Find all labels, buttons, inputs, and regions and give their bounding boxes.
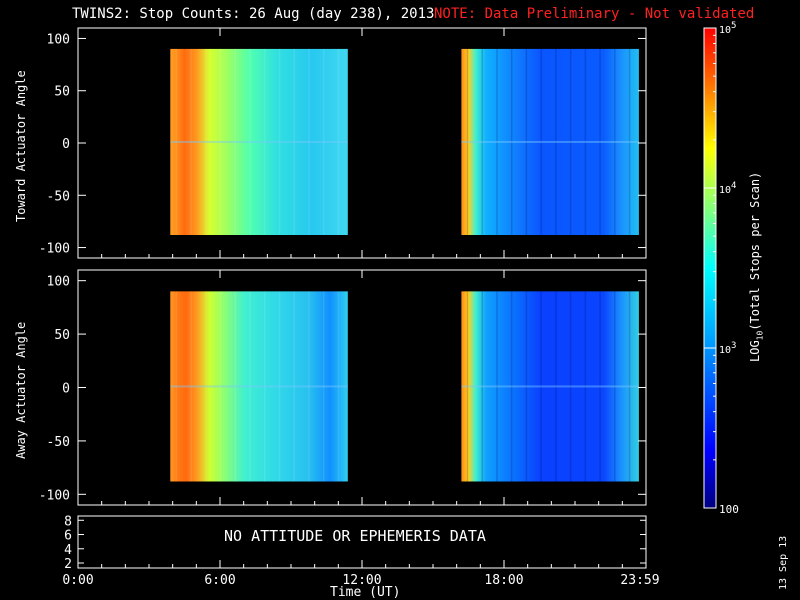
panel1-ytick-label: -50 [47, 189, 70, 204]
panel1-streak [496, 48, 498, 236]
panel1-ytick-label: 100 [47, 32, 70, 47]
panel1-streak [249, 48, 251, 236]
panel1-streak [234, 48, 237, 236]
panel2-streak [278, 291, 281, 482]
panel2-streak [234, 291, 237, 482]
panel2-streak [322, 291, 325, 482]
panel1-ytick-label: 0 [62, 137, 70, 152]
panel2-streak [293, 291, 295, 482]
panel1-ylabel: Toward Actuator Angle [14, 70, 28, 222]
panel2-streak [510, 291, 513, 482]
panel2-ytick-label: 0 [62, 382, 70, 397]
panel2-streak [190, 291, 192, 482]
panel2-streak [599, 291, 601, 482]
panel1-streak [569, 48, 572, 236]
panel1-streak [555, 48, 557, 236]
panel2-data-segment [170, 291, 348, 482]
panel2-streak [337, 291, 340, 482]
panel2-ytick-label: 50 [54, 328, 70, 343]
preliminary-note: NOTE: Data Preliminary - Not validated [434, 6, 755, 22]
x-tick-label: 0:00 [62, 573, 93, 588]
no-attitude-message: NO ATTITUDE OR EPHEMERIS DATA [224, 527, 486, 545]
colorbar-tick-label: 100 [719, 503, 739, 516]
panel3-ytick-label: 8 [64, 514, 72, 529]
panel2-streak [496, 291, 498, 482]
panel2-streak [540, 291, 542, 482]
panel3-ytick-label: 6 [64, 529, 72, 544]
panel1-streak [190, 48, 192, 236]
panel2-ytick-label: 100 [47, 275, 70, 290]
panel1-streak [599, 48, 601, 236]
panel2-ytick-label: -50 [47, 435, 70, 450]
panel1-streak [466, 48, 469, 236]
date-stamp: 13 Sep 13 [778, 535, 789, 590]
panel2-streak [569, 291, 572, 482]
panel2-streak [481, 291, 483, 482]
x-axis-label: Time (UT) [330, 585, 401, 600]
x-tick-label: 23:59 [620, 573, 659, 588]
plot-title: TWINS2: Stop Counts: 26 Aug (day 238), 2… [72, 6, 435, 22]
panel2-data-segment [461, 291, 639, 482]
panel2-zero-band [461, 385, 639, 388]
panel1-streak [219, 48, 222, 236]
panel1-streak [205, 48, 207, 236]
colorbar-tick-label: 105 [719, 21, 736, 36]
panel2-streak [219, 291, 222, 482]
panel2-streak [308, 291, 310, 482]
panel1-streak [540, 48, 542, 236]
panel1-streak [337, 48, 340, 236]
panel1-streak [510, 48, 513, 236]
panel1-streak [278, 48, 281, 236]
panel2-zero-band [170, 385, 348, 388]
panel1-streak [322, 48, 325, 236]
x-tick-label: 18:00 [484, 573, 523, 588]
panel3-ytick-label: 4 [64, 543, 72, 558]
panel1-streak [628, 48, 631, 236]
panel1-streak [481, 48, 483, 236]
colorbar-tick-label: 104 [719, 181, 736, 196]
panel1-streak [308, 48, 310, 236]
panel1-streak [293, 48, 295, 236]
panel2-ytick-label: -100 [39, 488, 70, 503]
panel1-streak [614, 48, 616, 236]
x-tick-label: 6:00 [204, 573, 235, 588]
panel2-streak [614, 291, 616, 482]
panel1-zero-band [461, 140, 639, 143]
x-tick-label: 12:00 [342, 573, 381, 588]
panel3-ytick-label: 2 [64, 557, 72, 572]
panel1-ytick-label: 50 [54, 85, 70, 100]
colorbar [703, 27, 717, 509]
panel2-streak [249, 291, 251, 482]
panel2-streak [525, 291, 528, 482]
colorbar-tick-label: 103 [719, 341, 736, 356]
panel1-data-segment [461, 48, 639, 236]
panel1-streak [264, 48, 266, 236]
panel2-streak [175, 291, 178, 482]
panel1-ytick-label: -100 [39, 242, 70, 257]
panel2-streak [628, 291, 631, 482]
panel2-streak [205, 291, 207, 482]
panel2-streak [555, 291, 557, 482]
panel2-streak [584, 291, 587, 482]
panel1-streak [525, 48, 528, 236]
colorbar-label: LOG10(Total Stops per Scan) [748, 171, 765, 362]
panel1-zero-band [170, 140, 348, 143]
panel2-streak [264, 291, 266, 482]
panel2-ylabel: Away Actuator Angle [14, 321, 28, 459]
panel1-streak [175, 48, 178, 236]
panel1-streak [584, 48, 587, 236]
panel2-streak [466, 291, 469, 482]
panel1-data-segment [170, 48, 348, 236]
